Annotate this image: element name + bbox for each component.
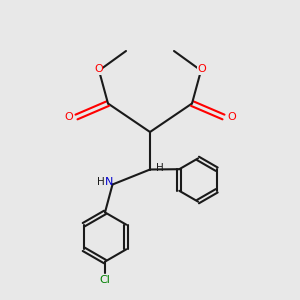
- Text: O: O: [94, 64, 103, 74]
- Text: N: N: [105, 177, 113, 187]
- Text: H: H: [156, 163, 164, 173]
- Text: O: O: [64, 112, 73, 122]
- Text: O: O: [227, 112, 236, 122]
- Text: O: O: [197, 64, 206, 74]
- Text: Cl: Cl: [100, 274, 110, 285]
- Text: H: H: [97, 177, 105, 187]
